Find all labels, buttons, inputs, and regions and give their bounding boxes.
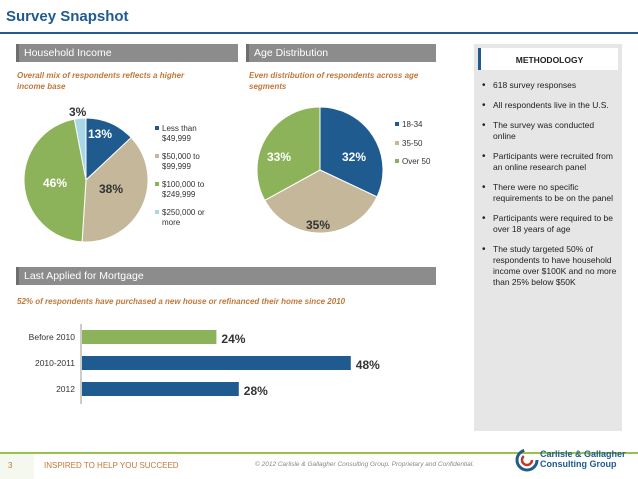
bullet-icon: • (482, 213, 486, 224)
logo-line-1: Carlisle & Gallagher (540, 449, 626, 459)
footer-tagline: INSPIRED TO HELP YOU SUCCEED (44, 461, 179, 470)
pie-slice-100-250k (23, 118, 87, 243)
methodology-text: The survey was conducted online (493, 120, 595, 141)
pie-label-250k-plus: 3% (69, 105, 87, 119)
household-income-pie (23, 117, 149, 243)
mortgage-bar-chart: Before 2010 24% 2010-2011 48% 2012 28% (29, 324, 380, 404)
mortgage-heading: Last Applied for Mortgage (16, 267, 436, 285)
bar-category-label: 2010-2011 (35, 358, 75, 368)
bullet-icon: • (482, 100, 486, 111)
bar-category-label: 2012 (56, 384, 75, 394)
methodology-text: 618 survey responses (493, 80, 577, 90)
legend-label: $100,000 to $249,999 (162, 180, 205, 199)
legend-item-35-50: 35-50 (395, 139, 445, 149)
methodology-text: Participants were required to be over 18… (493, 213, 614, 234)
bullet-icon: • (482, 244, 486, 255)
methodology-list: • 618 survey responses • All respondents l… (480, 80, 618, 297)
legend-item-18-34: 18-34 (395, 120, 445, 130)
bullet-icon: • (482, 151, 486, 162)
bar-category-label: Before 2010 (29, 332, 76, 342)
page-number: 3 (0, 454, 34, 479)
pie-label-under-50k: 13% (88, 127, 113, 141)
pie-label-100-250k: 46% (43, 176, 68, 190)
age-distribution-legend: 18-34 35-50 Over 50 (395, 120, 445, 176)
bar-2 (82, 382, 239, 396)
list-item: • Participants were recruited from an onl… (480, 151, 618, 173)
pie-label-50-100k: 38% (99, 182, 124, 196)
legend-item-50-100k: $50,000 to $99,999 (155, 152, 225, 171)
title-divider (0, 32, 638, 34)
list-item: • There were no specific requirements to … (480, 182, 618, 204)
legend-item-under-50k: Less than $49,999 (155, 124, 225, 143)
household-income-heading: Household Income (16, 44, 238, 62)
list-item: • All respondents live in the U.S. (480, 100, 618, 111)
logo-line-2: Consulting Group (540, 459, 617, 469)
household-income-legend: Less than $49,999 $50,000 to $99,999 $10… (155, 124, 225, 236)
page-title: Survey Snapshot (6, 8, 129, 25)
list-item: • The study targeted 50% of respondents t… (480, 244, 618, 288)
list-item: • The survey was conducted online (480, 120, 618, 142)
bar-value-label: 48% (356, 358, 380, 372)
footer-copyright: © 2012 Carlisle & Gallagher Consulting G… (255, 461, 475, 468)
bar-1 (82, 356, 351, 370)
methodology-title: METHODOLOGY (478, 48, 618, 70)
bullet-icon: • (482, 80, 486, 91)
age-distribution-heading: Age Distribution (246, 44, 436, 62)
pie-label-18-34: 32% (342, 150, 367, 164)
pie-slice-250k-plus (73, 117, 87, 181)
company-logo-icon (515, 448, 539, 472)
footer: 3 INSPIRED TO HELP YOU SUCCEED © 2012 Ca… (0, 452, 638, 479)
pie-slice-18-34 (319, 106, 384, 198)
pie-label-35-50: 35% (306, 218, 331, 232)
methodology-text: All respondents live in the U.S. (493, 100, 609, 110)
legend-label: $50,000 to $99,999 (162, 152, 200, 171)
list-item: • Participants were required to be over 1… (480, 213, 618, 235)
bar-value-label: 28% (244, 384, 268, 398)
legend-label: 18-34 (402, 120, 423, 129)
pie-slice-over-50 (256, 106, 321, 202)
pie-slice-50-100k (81, 136, 149, 243)
age-distribution-subtitle: Even distribution of respondents across … (249, 71, 419, 91)
list-item: • 618 survey responses (480, 80, 618, 91)
methodology-text: The study targeted 50% of respondents to… (493, 244, 617, 287)
legend-item-250k-plus: $250,000 or more (155, 208, 225, 227)
legend-label: Over 50 (402, 157, 431, 166)
methodology-text: Participants were recruited from an onli… (493, 151, 613, 172)
legend-label: 35-50 (402, 138, 423, 148)
age-distribution-pie (256, 106, 384, 234)
bar-value-label: 24% (221, 332, 245, 346)
bullet-icon: • (482, 120, 486, 131)
legend-item-100-250k: $100,000 to $249,999 (155, 180, 225, 199)
pie-slice-35-50 (264, 169, 378, 234)
methodology-panel (474, 44, 622, 431)
pie-label-over-50: 33% (267, 150, 292, 164)
legend-label: Less than $49,999 (162, 124, 197, 143)
mortgage-subtitle: 52% of respondents have purchased a new … (17, 297, 346, 306)
legend-item-over-50: Over 50 (395, 157, 445, 167)
household-income-subtitle: Overall mix of respondents reflects a hi… (17, 71, 185, 91)
bar-0 (82, 330, 217, 344)
bullet-icon: • (482, 182, 486, 193)
legend-label: $250,000 or more (162, 208, 205, 227)
company-logo-text: Carlisle & Gallagher Consulting Group (540, 449, 626, 469)
methodology-text: There were no specific requirements to b… (493, 182, 614, 203)
